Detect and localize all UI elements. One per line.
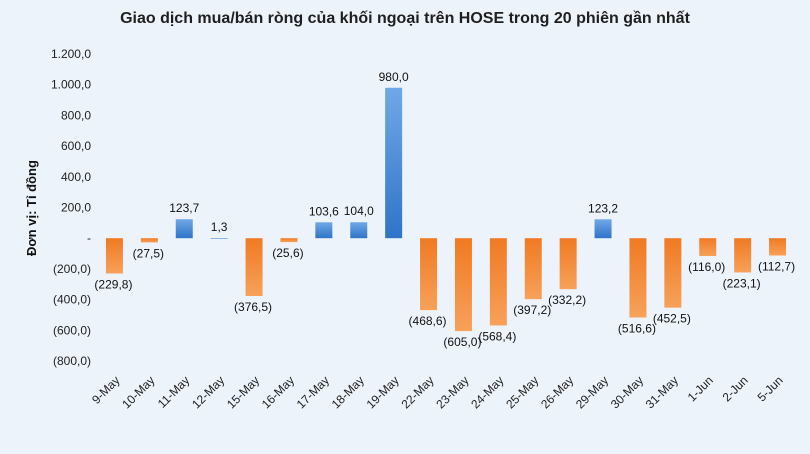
x-tick-label: 19-May bbox=[364, 373, 402, 411]
x-tick-label: 17-May bbox=[294, 373, 332, 411]
bar bbox=[420, 238, 438, 311]
bar bbox=[769, 238, 787, 256]
x-tick-label: 15-May bbox=[224, 373, 262, 411]
data-label: (452,5) bbox=[653, 312, 691, 326]
bar bbox=[245, 238, 263, 296]
x-tick-label: 18-May bbox=[329, 373, 367, 411]
x-tick-label: 10-May bbox=[119, 373, 157, 411]
x-tick-label: 16-May bbox=[259, 373, 297, 411]
y-tick-label: (200,0) bbox=[53, 262, 91, 276]
data-label: 104,0 bbox=[344, 204, 374, 218]
x-tick-label: 1-Jun bbox=[685, 373, 716, 404]
y-tick-label: 800,0 bbox=[61, 108, 91, 122]
data-label: (229,8) bbox=[94, 277, 132, 291]
x-tick-label: 5-Jun bbox=[755, 373, 786, 404]
bar bbox=[734, 238, 752, 273]
bar bbox=[140, 238, 158, 243]
x-tick-label: 12-May bbox=[189, 373, 227, 411]
y-tick-label: 600,0 bbox=[61, 139, 91, 153]
chart-title: Giao dịch mua/bán ròng của khối ngoại tr… bbox=[120, 10, 690, 27]
data-label: 123,7 bbox=[169, 201, 199, 215]
y-tick-label: 1.200,0 bbox=[51, 47, 91, 61]
data-label: (605,0) bbox=[443, 335, 481, 349]
x-tick-label: 25-May bbox=[503, 373, 541, 411]
bar bbox=[489, 238, 507, 326]
y-tick-label: - bbox=[87, 231, 91, 245]
x-tick-label: 2-Jun bbox=[720, 373, 751, 404]
data-label: 980,0 bbox=[379, 70, 409, 84]
bar bbox=[524, 238, 542, 300]
bar bbox=[210, 238, 228, 239]
bar bbox=[664, 238, 682, 308]
x-tick-label: 29-May bbox=[573, 373, 611, 411]
bar bbox=[175, 219, 193, 239]
data-label: (568,4) bbox=[478, 329, 516, 343]
y-tick-label: 400,0 bbox=[61, 170, 91, 184]
data-label: (27,5) bbox=[133, 246, 164, 260]
data-label: 1,3 bbox=[211, 220, 228, 234]
y-axis-label: Đơn vị: Tỉ đồng bbox=[24, 160, 39, 256]
bar bbox=[105, 238, 123, 274]
x-tick-label: 22-May bbox=[398, 373, 436, 411]
data-label: (516,6) bbox=[618, 321, 656, 335]
data-label: (116,0) bbox=[688, 260, 725, 274]
data-label: (223,1) bbox=[723, 276, 761, 290]
x-tick-label: 11-May bbox=[155, 373, 193, 411]
data-label: (332,2) bbox=[548, 293, 586, 307]
x-tick-label: 9-May bbox=[89, 373, 122, 406]
bar bbox=[594, 219, 612, 239]
y-tick-label: (800,0) bbox=[53, 354, 91, 368]
y-tick-label: 1.000,0 bbox=[51, 78, 91, 92]
data-label: (25,6) bbox=[272, 246, 303, 260]
bar bbox=[280, 238, 298, 243]
bar bbox=[454, 238, 472, 332]
data-label: (468,6) bbox=[409, 314, 447, 328]
bar bbox=[699, 238, 717, 257]
data-label: (397,2) bbox=[513, 303, 551, 317]
data-label: (376,5) bbox=[234, 300, 272, 314]
y-tick-label: (400,0) bbox=[53, 293, 91, 307]
y-tick-label: (600,0) bbox=[53, 323, 91, 337]
bar bbox=[385, 87, 403, 239]
x-tick-label: 23-May bbox=[433, 373, 471, 411]
x-axis: 9-May10-May11-May12-May15-May16-May17-Ma… bbox=[89, 373, 786, 411]
bars: (229,8) (27,5) 123,7 1,3 (376,5) (25,6) 103,6 1… bbox=[94, 70, 795, 349]
bar bbox=[350, 222, 368, 239]
y-axis: 1.200,0 1.000,0 800,0 600,0 400,0 200,0 - (200,… bbox=[51, 47, 91, 368]
data-label: (112,7) bbox=[758, 259, 795, 273]
x-tick-label: 26-May bbox=[538, 373, 576, 411]
data-label: 123,2 bbox=[588, 201, 618, 215]
x-tick-label: 30-May bbox=[608, 373, 646, 411]
bar bbox=[315, 222, 333, 239]
data-label: 103,6 bbox=[309, 204, 339, 218]
x-tick-label: 31-May bbox=[643, 373, 681, 411]
y-tick-label: 200,0 bbox=[61, 201, 91, 215]
bar bbox=[629, 238, 647, 318]
bar bbox=[559, 238, 577, 290]
x-tick-label: 24-May bbox=[468, 373, 506, 411]
